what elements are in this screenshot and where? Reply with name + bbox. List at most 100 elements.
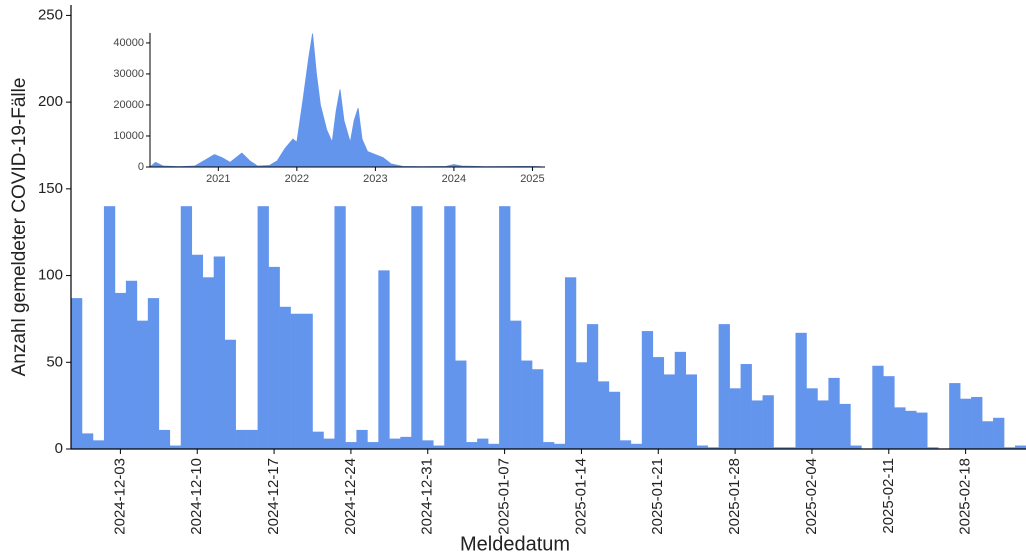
bar (905, 410, 917, 449)
bar (850, 445, 862, 449)
bar (1015, 445, 1026, 449)
bar (883, 376, 895, 449)
bar (103, 206, 116, 449)
bar (378, 270, 390, 449)
bar (312, 431, 324, 449)
bar (564, 277, 577, 449)
bar (652, 357, 665, 449)
y-tick-label: 40000 (113, 37, 144, 49)
x-tick-label: 2024-12-03 (111, 458, 128, 535)
bar (466, 442, 478, 449)
y-tick-label: 30000 (113, 68, 144, 80)
bar (114, 292, 127, 449)
x-tick-label: 2025-01-14 (572, 458, 589, 535)
bar (235, 429, 247, 449)
x-tick-label: 2025 (520, 173, 544, 185)
bar (224, 339, 236, 449)
bar (960, 398, 972, 449)
bar (499, 206, 511, 449)
bar (180, 206, 193, 449)
bar (795, 332, 807, 449)
bar (92, 440, 105, 449)
bar (894, 407, 906, 449)
x-tick-label: 2024 (442, 173, 466, 185)
bar (751, 400, 763, 449)
bar (323, 438, 335, 449)
bar (971, 396, 983, 449)
bar (169, 445, 182, 449)
bar (641, 331, 654, 449)
inset-chart: 0 10000 20000 30000 40000 2021 2022 2023 2024 202… (113, 33, 545, 185)
bar (718, 324, 730, 449)
y-tick-label: 20000 (113, 99, 144, 111)
bar (949, 383, 961, 449)
bar (828, 377, 840, 449)
bar (246, 429, 258, 449)
bar (268, 266, 280, 449)
y-tick-label: 150 (38, 180, 63, 197)
x-tick-label: 2025-01-28 (726, 458, 743, 535)
bar (345, 442, 357, 449)
x-tick-label: 2025-01-07 (496, 458, 513, 535)
bar (257, 206, 269, 449)
bar (927, 447, 939, 449)
bar (707, 447, 719, 449)
bar (817, 400, 829, 449)
x-tick-label: 2024-12-31 (419, 458, 436, 535)
x-tick-label: 2023 (363, 173, 387, 185)
y-tick-label: 200 (38, 93, 63, 110)
bar (521, 360, 533, 449)
y-tick-label: 10000 (113, 130, 144, 142)
bar (202, 277, 215, 449)
bar (290, 313, 302, 449)
bar (125, 280, 138, 449)
bar (433, 445, 445, 449)
y-tick-label: 0 (55, 440, 63, 457)
bar (630, 443, 643, 449)
bar (696, 445, 708, 449)
bar (334, 206, 346, 449)
bar (663, 374, 676, 449)
bar (147, 298, 160, 449)
bar (685, 374, 697, 449)
bar (488, 443, 500, 449)
y-tick-label: 0 (138, 161, 144, 173)
bar (158, 429, 171, 449)
bar (411, 206, 423, 449)
bar (729, 388, 741, 449)
bar (993, 417, 1005, 449)
bar (586, 324, 599, 449)
bar (597, 381, 610, 449)
bar (674, 351, 687, 449)
bar (543, 442, 555, 449)
bar (400, 436, 412, 449)
bar (213, 256, 225, 449)
bar (422, 440, 434, 449)
bar (367, 442, 379, 449)
bar (608, 391, 621, 449)
bar (1004, 447, 1016, 449)
bar (916, 412, 928, 449)
x-tick-label: 2022 (285, 173, 309, 185)
bar (982, 421, 994, 449)
bar (510, 320, 522, 449)
bar (444, 206, 456, 449)
bar (532, 369, 544, 449)
area (148, 33, 541, 168)
bar (71, 298, 83, 449)
y-tick-label: 250 (38, 6, 63, 23)
bar (389, 438, 401, 449)
bar (477, 438, 489, 449)
x-tick-label: 2025-02-18 (957, 458, 974, 535)
y-axis-label: Anzahl gemeldeter COVID-19-Fälle (9, 78, 30, 377)
bar (619, 440, 632, 449)
bar (301, 313, 313, 449)
bar (773, 447, 785, 449)
bar (806, 388, 818, 449)
x-tick-label: 2025-01-21 (649, 458, 666, 535)
bar (191, 254, 204, 449)
x-tick-label: 2025-02-11 (880, 458, 897, 534)
x-tick-label: 2024-12-17 (265, 458, 282, 535)
